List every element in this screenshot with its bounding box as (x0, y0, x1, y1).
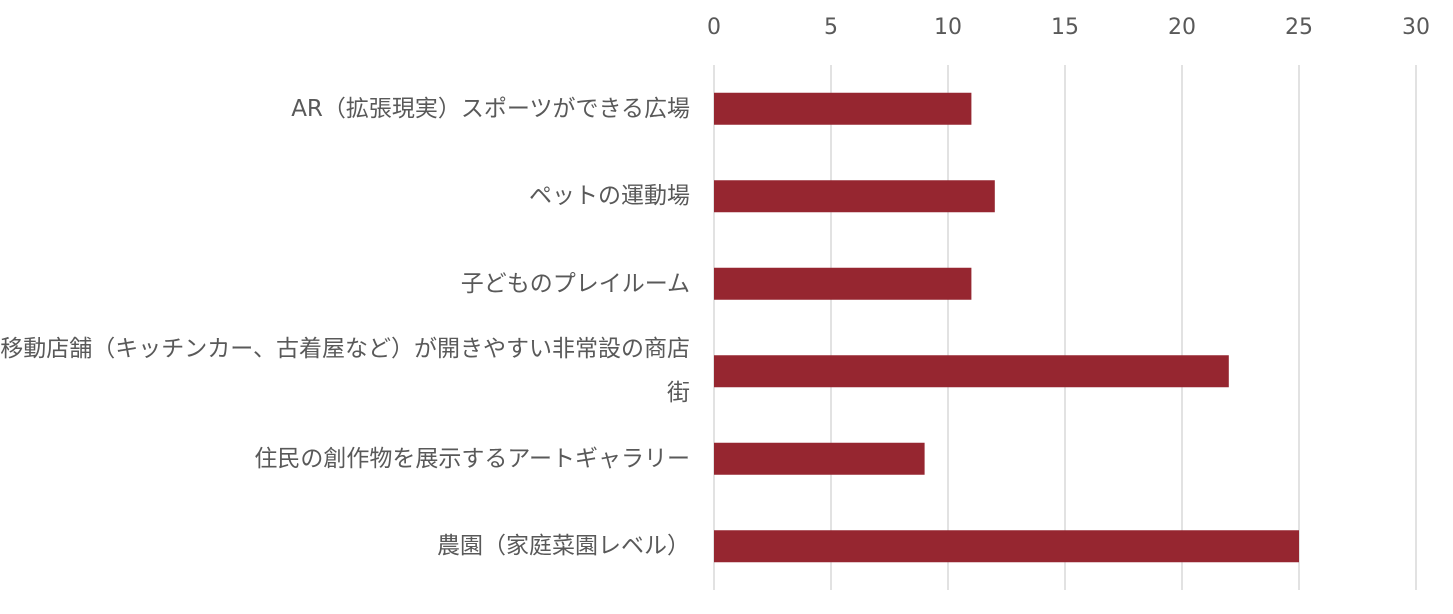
y-tick-label: 移動店舗（キッチンカー、古着屋など）が開きやすい非常設の商店街 (0, 336, 690, 407)
y-tick-label: 子どものプレイルーム (460, 270, 690, 297)
x-tick-label: 30 (1402, 15, 1430, 40)
bar (714, 530, 1299, 563)
bar (714, 442, 925, 475)
bar (714, 267, 972, 300)
bar (714, 92, 972, 125)
y-tick-label: 農園（家庭菜園レベル） (437, 533, 690, 560)
y-tick-label: ペットの運動場 (529, 183, 690, 210)
bar (714, 180, 995, 213)
x-tick-label: 20 (1168, 15, 1196, 40)
bar (714, 355, 1229, 388)
y-tick-label: AR（拡張現実）スポーツができる広場 (291, 95, 690, 122)
x-tick-label: 25 (1285, 15, 1313, 40)
x-tick-label: 0 (707, 15, 721, 40)
x-tick-label: 10 (934, 15, 962, 40)
x-tick-label: 15 (1051, 15, 1079, 40)
y-tick-label: 住民の創作物を展示するアートギャラリー (254, 445, 690, 472)
x-tick-label: 5 (824, 15, 838, 40)
